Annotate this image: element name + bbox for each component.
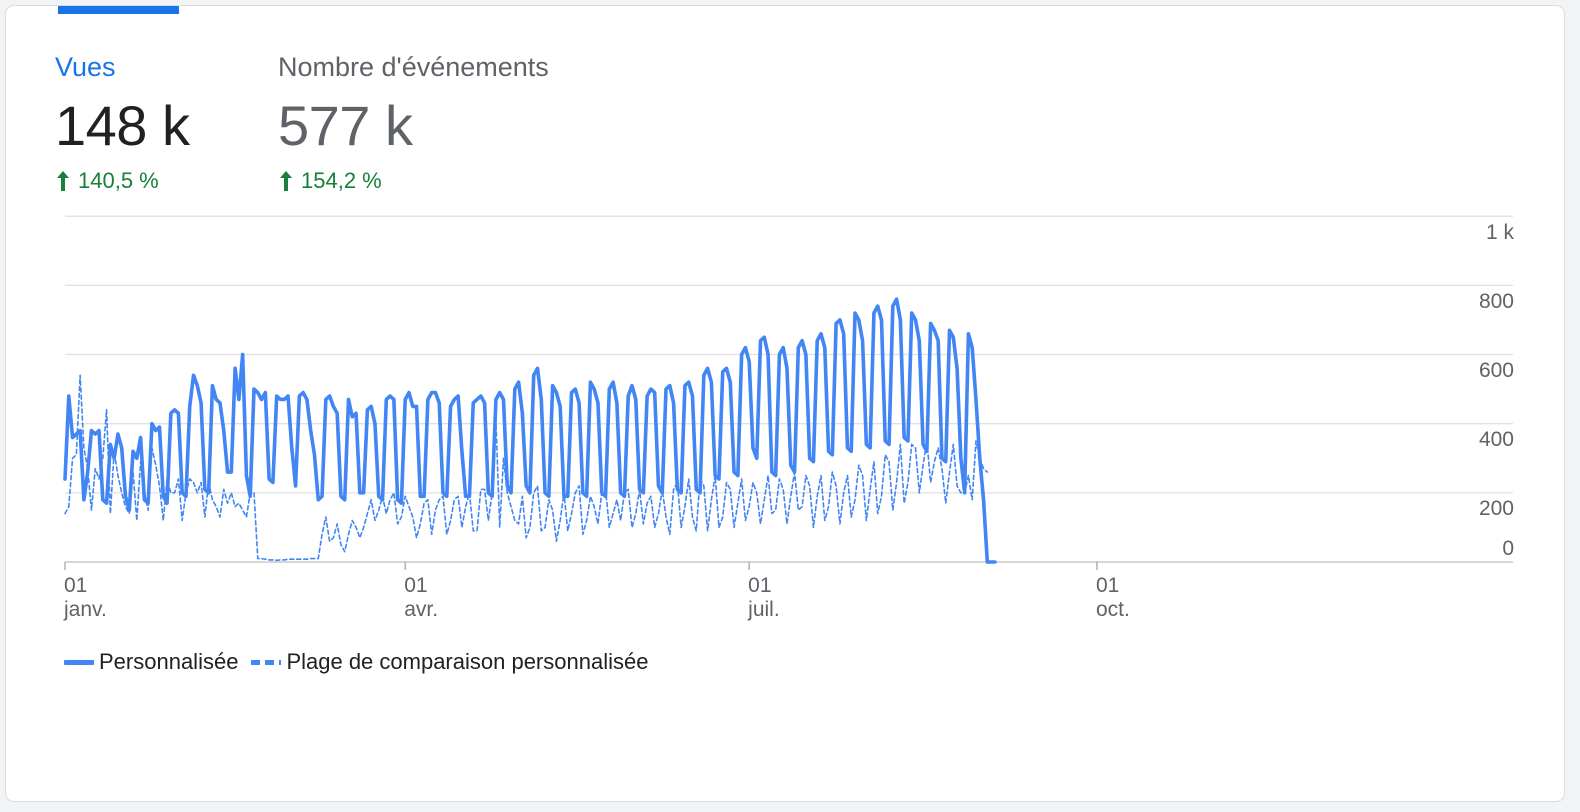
legend-label: Personnalisée bbox=[99, 649, 239, 674]
metric-change: 154,2 % bbox=[278, 168, 549, 194]
legend-swatch-solid bbox=[64, 659, 94, 665]
x-tick-label-day: 01 bbox=[748, 574, 771, 597]
y-tick-label: 0 bbox=[1502, 537, 1514, 560]
metrics-card: Vues 148 k 140,5 % Nombre d'événements 5… bbox=[5, 5, 1565, 802]
x-tick-label-day: 01 bbox=[1096, 574, 1119, 597]
active-tab-indicator bbox=[58, 6, 179, 14]
y-tick-label: 400 bbox=[1479, 428, 1514, 451]
y-tick-label: 1 k bbox=[1486, 221, 1515, 244]
series-line-comparison bbox=[64, 374, 989, 562]
y-tick-label: 800 bbox=[1479, 290, 1514, 313]
chart-legend: Personnalisée Plage de comparaison perso… bbox=[64, 649, 661, 675]
metric-change-value: 140,5 % bbox=[78, 168, 159, 193]
x-tick-label-day: 01 bbox=[404, 574, 427, 597]
x-tick-label-day: 01 bbox=[64, 574, 87, 597]
legend-label: Plage de comparaison personnalisée bbox=[286, 649, 649, 674]
legend-item-current[interactable]: Personnalisée bbox=[64, 649, 238, 675]
x-tick-label-month: janv. bbox=[63, 598, 107, 621]
arrow-up-icon bbox=[280, 171, 292, 191]
metric-change: 140,5 % bbox=[55, 168, 190, 194]
x-tick-label-month: juil. bbox=[747, 598, 780, 621]
metric-label: Nombre d'événements bbox=[278, 52, 549, 82]
metric-change-value: 154,2 % bbox=[301, 168, 382, 193]
x-tick-label-month: oct. bbox=[1096, 598, 1130, 621]
y-tick-label: 600 bbox=[1479, 359, 1514, 382]
arrow-up-icon bbox=[57, 171, 69, 191]
metric-tab-views[interactable]: Vues 148 k 140,5 % bbox=[55, 52, 190, 194]
metric-value: 148 k bbox=[55, 94, 190, 157]
metric-tab-event-count[interactable]: Nombre d'événements 577 k 154,2 % bbox=[278, 52, 549, 194]
metric-value: 577 k bbox=[278, 94, 413, 157]
legend-item-comparison[interactable]: Plage de comparaison personnalisée bbox=[251, 649, 648, 675]
legend-swatch-dashed bbox=[251, 659, 282, 665]
y-tick-label: 200 bbox=[1479, 497, 1514, 520]
metric-label: Vues bbox=[55, 52, 116, 82]
series-line-current bbox=[63, 297, 997, 564]
x-tick-label-month: avr. bbox=[404, 598, 438, 621]
